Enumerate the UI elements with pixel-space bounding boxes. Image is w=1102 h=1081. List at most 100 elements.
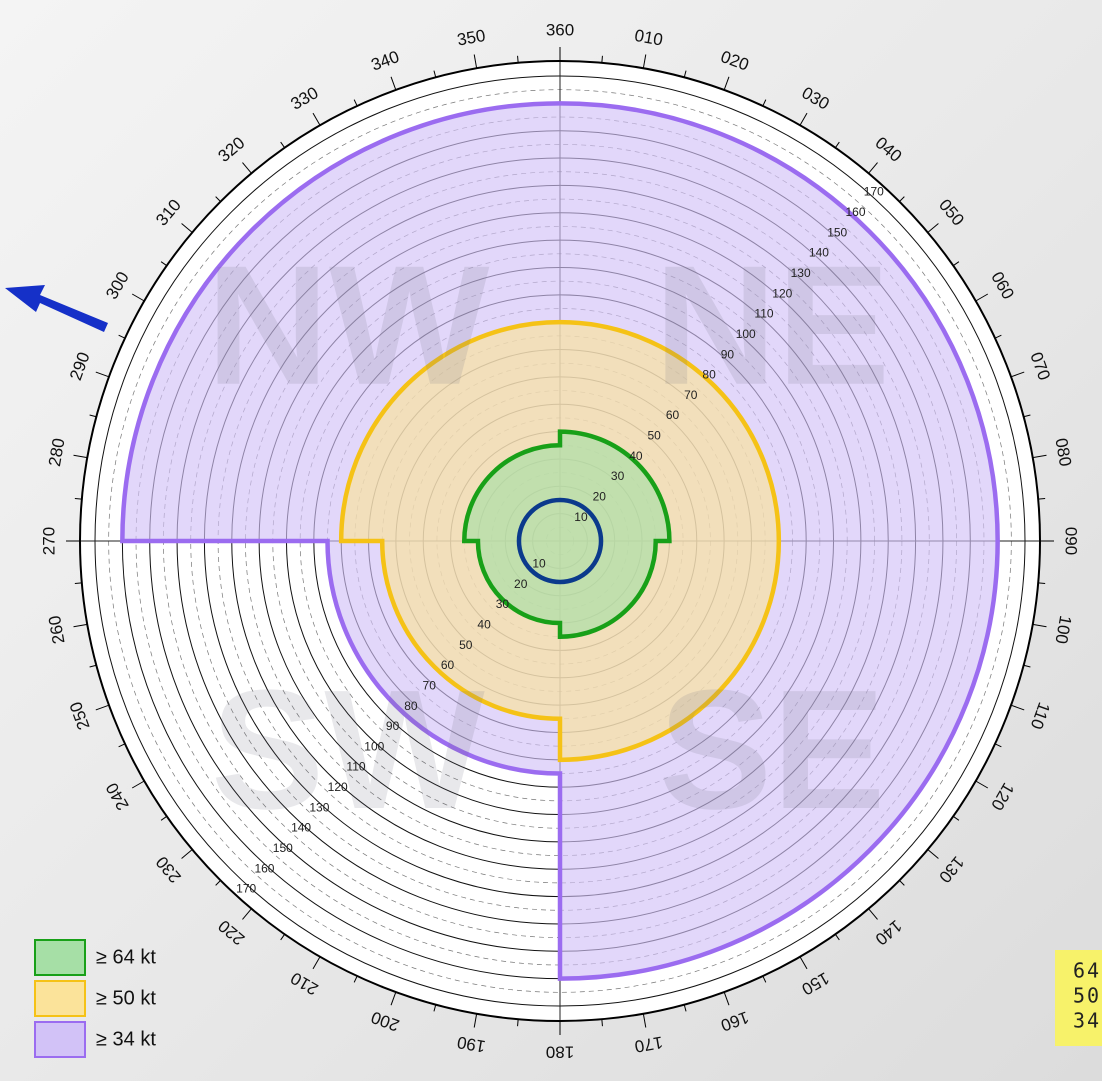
ring-label: 140 [809,246,829,260]
legend-label: ≥ 64 kt [96,946,156,968]
compass-tick [95,704,110,711]
compass-tick [927,223,939,233]
minor-compass-tick [89,664,97,668]
compass-tick [975,293,989,302]
compass-tick [1010,704,1025,711]
minor-compass-tick [601,55,603,63]
minor-compass-tick [160,815,168,821]
ring-label: 150 [827,225,847,239]
motion-arrow [5,285,108,332]
legend-swatch [34,1021,86,1058]
compass-tick [868,162,878,174]
ring-label: 40 [477,617,491,631]
compass-tick [312,112,321,126]
minor-compass-tick [1038,582,1046,584]
minor-compass-tick [952,261,960,267]
compass-tick [390,991,397,1006]
quadrant-label: NE [654,231,890,421]
minor-compass-tick [834,141,840,149]
ring-label: 70 [684,388,698,402]
minor-compass-tick [899,196,905,202]
compass-tick [927,849,939,859]
minor-compass-tick [762,99,767,107]
compass-tick [642,54,647,69]
ring-label: 110 [754,307,773,321]
minor-compass-tick [353,99,358,107]
compass-label: 080 [1051,437,1075,468]
compass-label: 010 [633,26,664,50]
compass-tick [1010,371,1025,378]
minor-compass-tick [1023,414,1031,418]
ring-label: 120 [328,780,348,794]
ring-label: 40 [629,449,643,463]
ring-label: 160 [846,205,866,219]
compass-tick [868,908,878,920]
minor-compass-tick [160,261,168,267]
minor-compass-tick [762,975,767,983]
compass-tick [799,956,808,970]
minor-compass-tick [118,334,126,339]
compass-label: 270 [39,527,58,555]
ring-label: 100 [364,739,384,753]
ring-label: 140 [291,821,311,835]
minor-compass-tick [433,1004,437,1012]
minor-compass-tick [433,70,437,78]
panel-text: 34 [1073,1009,1101,1033]
quadrant-label: SW [211,655,485,845]
compass-label: 360 [546,20,574,39]
minor-compass-tick [952,815,960,821]
ring-label: 50 [459,638,473,652]
ring-label: 70 [423,678,437,692]
compass-tick [473,1013,478,1028]
ring-label: 150 [273,841,293,855]
ring-label: 100 [736,327,756,341]
ring-label: 30 [611,469,625,483]
compass-tick [1032,623,1047,628]
legend-swatch [34,980,86,1017]
ring-label: 60 [666,408,680,422]
ring-label: 80 [702,368,716,382]
minor-compass-tick [215,196,221,202]
compass-tick [723,76,730,91]
compass-tick [1032,454,1047,459]
compass-tick [975,780,989,789]
compass-label: 170 [633,1032,664,1056]
minor-compass-tick [994,334,1002,339]
minor-compass-tick [994,743,1002,748]
ring-label: 10 [574,510,588,524]
ring-label: 130 [791,266,811,280]
minor-compass-tick [899,880,905,886]
ring-label: 10 [532,556,546,570]
minor-compass-tick [601,1019,603,1027]
minor-compass-tick [683,1004,687,1012]
compass-tick [642,1013,647,1028]
minor-compass-tick [74,498,82,500]
ring-label: 130 [309,800,329,814]
compass-tick [723,991,730,1006]
ring-label: 90 [721,347,735,361]
compass-label: 260 [45,614,69,645]
side-panel [1055,950,1102,1046]
legend-label: ≥ 50 kt [96,987,156,1009]
ring-label: 170 [864,185,884,199]
compass-tick [181,223,193,233]
ring-label: 30 [496,597,510,611]
ring-label: 170 [236,882,256,896]
ring-label: 20 [593,490,607,504]
compass-label: 090 [1062,527,1081,555]
compass-label: 100 [1051,614,1075,645]
ring-label: 90 [386,719,400,733]
compass-tick [799,112,808,126]
compass-tick [312,956,321,970]
legend-swatch [34,939,86,976]
panel-text: 64 [1073,959,1101,983]
rmw-circle [516,497,604,585]
panel-text: 50 [1073,984,1101,1008]
wind-radii [462,429,672,639]
minor-compass-tick [118,743,126,748]
quadrant-label: NW [206,231,490,421]
compass-tick [242,162,252,174]
compass-tick [73,623,88,628]
ring-label: 60 [441,658,455,672]
